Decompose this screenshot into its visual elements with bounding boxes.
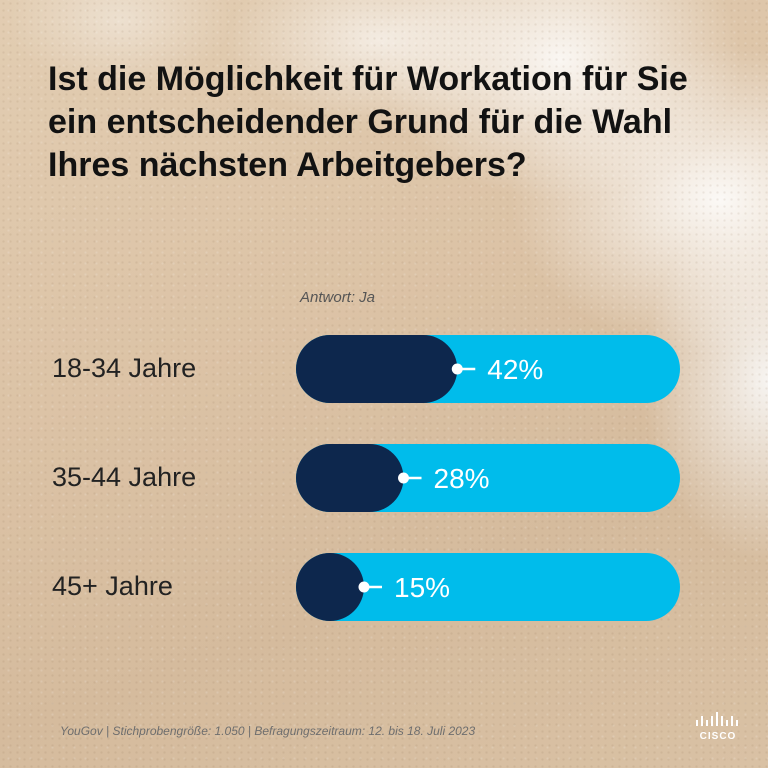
value-label: 15% bbox=[394, 572, 450, 603]
bar-row: 42% bbox=[296, 335, 680, 403]
category-label: 45+ Jahre bbox=[52, 571, 173, 601]
bar-row: 28% bbox=[296, 444, 680, 512]
bar-value bbox=[296, 444, 404, 512]
category-label: 35-44 Jahre bbox=[52, 462, 197, 492]
source-note: YouGov | Stichprobengröße: 1.050 | Befra… bbox=[60, 724, 476, 738]
value-label: 42% bbox=[487, 354, 543, 385]
category-label: 18-34 Jahre bbox=[52, 353, 197, 383]
logo-wordmark: CISCO bbox=[699, 731, 737, 742]
answer-note: Antwort: Ja bbox=[300, 289, 376, 306]
chart-title: Ist die Möglichkeit für Workation für Si… bbox=[48, 60, 688, 184]
cisco-bridge-icon bbox=[696, 712, 738, 726]
bar-track bbox=[296, 553, 680, 621]
bar-value bbox=[296, 553, 364, 621]
cisco-logo: CISCO bbox=[690, 712, 746, 748]
bar-row: 15% bbox=[296, 553, 680, 621]
value-label: 28% bbox=[434, 463, 490, 494]
bar-value bbox=[296, 335, 458, 403]
